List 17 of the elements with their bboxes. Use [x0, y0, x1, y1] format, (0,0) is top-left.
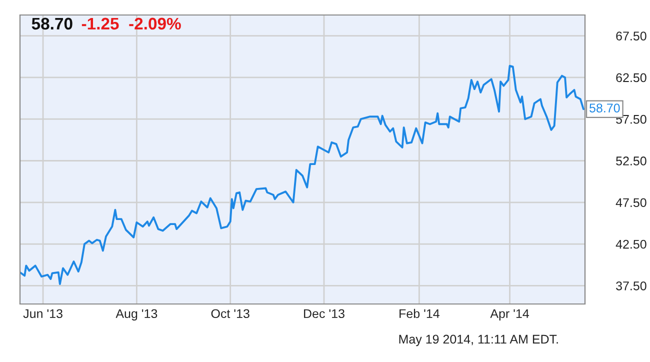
- text: May 19 2014, 11:11 AM EDT.: [399, 334, 558, 346]
- x-tick-label: Oct '13: [211, 309, 250, 318]
- y-tick-label: 67.50: [616, 32, 646, 40]
- chart-title: 58.70: [32, 18, 72, 30]
- line-series: [20, 64, 584, 285]
- y-tick-label: 42.50: [616, 240, 646, 249]
- x-tick-label: Apr '14: [490, 309, 530, 321]
- y-tick-label: 52.50: [616, 156, 646, 166]
- x-tick-label: Jun '13: [23, 309, 62, 318]
- y-tick-label: 47.50: [616, 198, 646, 208]
- x-tick-label: Feb '14: [400, 308, 440, 318]
- y-tick-label: 37.50: [616, 281, 646, 290]
- x-tick-label: Dec '13: [304, 309, 344, 318]
- x-tick-label: Aug '13: [116, 309, 158, 321]
- chart-subtitle: -1.25 -2.09%: [82, 18, 181, 30]
- y-tick-label: 62.50: [616, 73, 646, 82]
- data-label: 58.70: [590, 104, 620, 112]
